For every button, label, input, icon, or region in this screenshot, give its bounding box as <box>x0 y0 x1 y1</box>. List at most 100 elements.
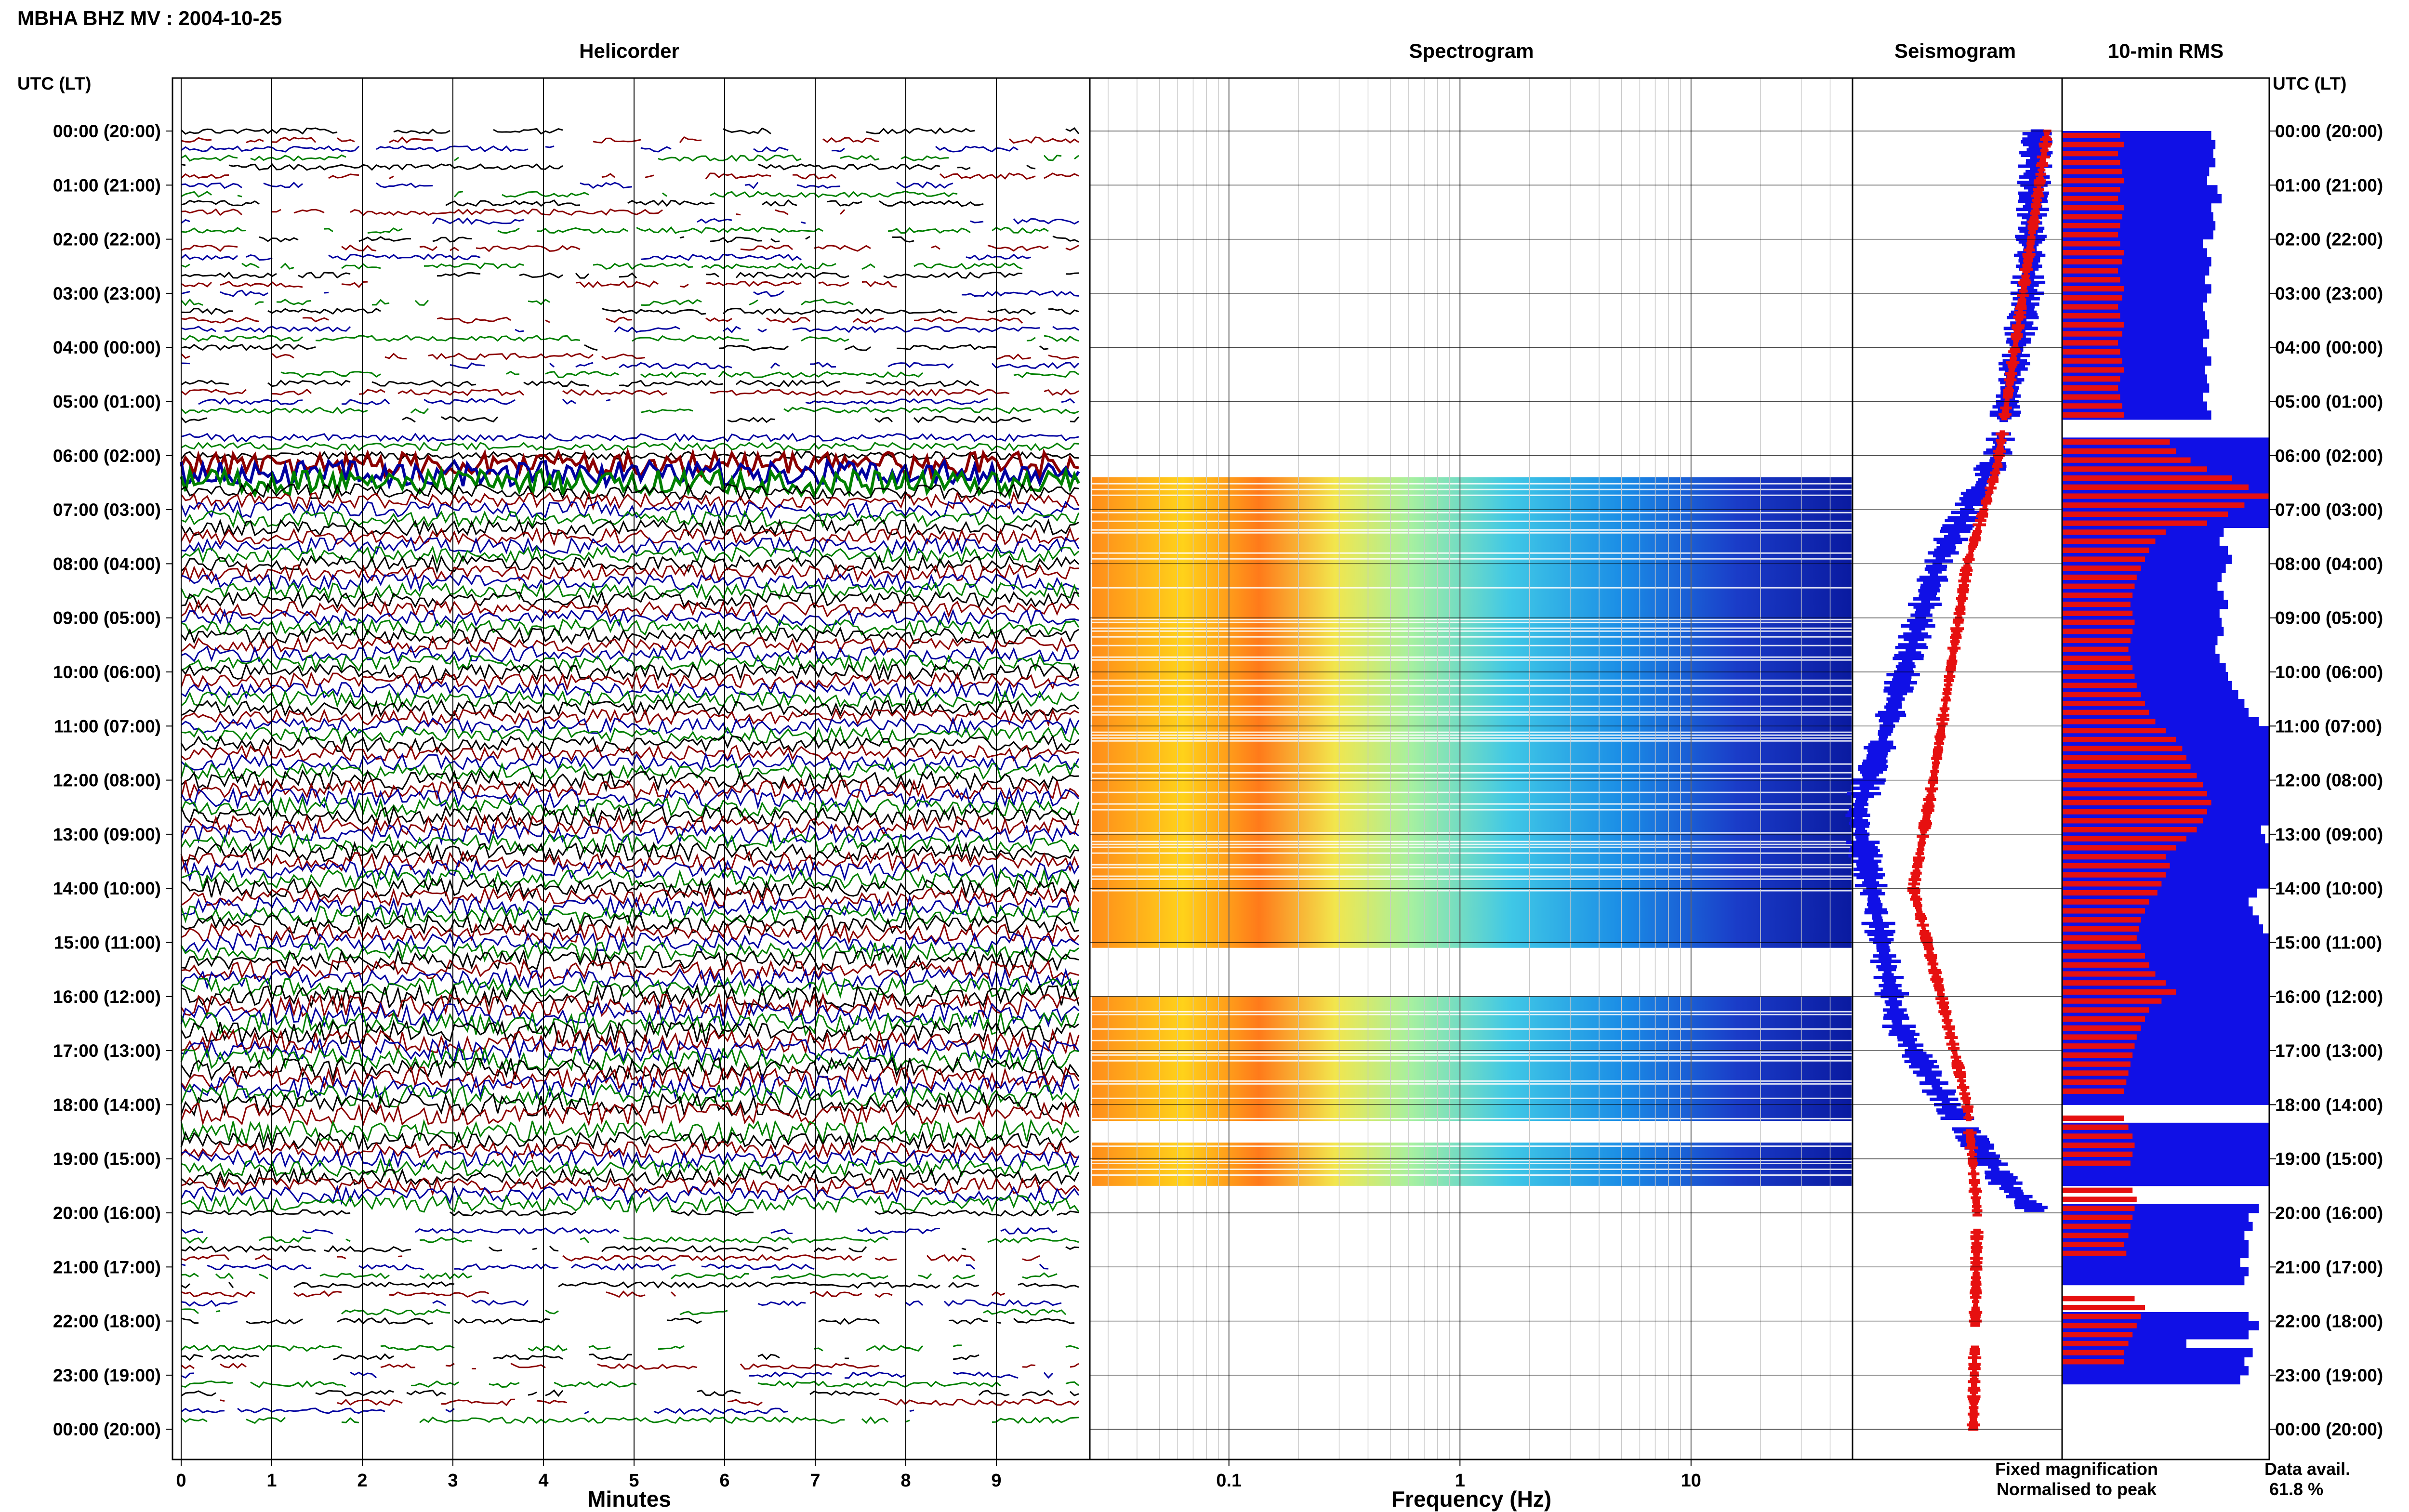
rms-bar-normalised <box>2062 304 2118 310</box>
rms-bar-normalised <box>2062 1025 2141 1031</box>
hour-label-left: 21:00 (17:00) <box>53 1257 161 1277</box>
rms-bar-normalised <box>2062 800 2211 806</box>
spectrogram-panel <box>1092 78 1853 1459</box>
hour-label-right: 16:00 (12:00) <box>2275 987 2383 1007</box>
spectrogram-gap-stripe <box>1092 512 1852 513</box>
rms-bar-normalised <box>2062 592 2133 598</box>
helicorder-trace <box>181 1272 1058 1280</box>
spectrogram-gap-stripe <box>1092 529 1852 531</box>
rms-bar-normalised <box>2062 1250 2127 1256</box>
spectrogram-gap-stripe <box>1092 809 1852 811</box>
hour-label-right: 09:00 (05:00) <box>2275 608 2383 628</box>
spectrogram-gap-stripe <box>1092 763 1852 765</box>
helicorder-trace <box>181 1281 1079 1289</box>
rms-bar-normalised <box>2062 700 2145 707</box>
spectrogram-gap-stripe <box>1092 841 1852 842</box>
spectrogram-gap-stripe <box>1092 843 1852 845</box>
spectrogram-gap-stripe <box>1092 791 1852 793</box>
hour-label-left: 12:00 (08:00) <box>53 771 161 790</box>
helicorder-trace <box>180 832 1080 854</box>
spectrogram-gap-stripe <box>1092 1013 1852 1015</box>
spectrogram-gap-stripe <box>1092 1051 1852 1053</box>
helicorder-trace <box>181 1193 1080 1214</box>
helicorder-trace <box>181 483 1079 501</box>
spectrogram-gap-stripe <box>1092 772 1852 774</box>
rms-bar-normalised <box>2062 1332 2133 1338</box>
rms-bar-normalised <box>2062 782 2203 788</box>
rms-bar-normalised <box>2062 673 2135 679</box>
helicorder-trace <box>181 244 1079 252</box>
helicorder-trace <box>181 181 953 189</box>
rms-bar-normalised <box>2062 151 2118 157</box>
rms-bar-normalised <box>2062 809 2207 815</box>
data-availability-value: 61.8 % <box>2269 1479 2323 1499</box>
rms-bar-normalised <box>2062 313 2120 319</box>
helicorder-trace <box>181 1148 1080 1169</box>
helicorder-trace <box>181 814 1080 836</box>
spectrogram-gap-stripe <box>1092 685 1852 687</box>
rms-bar-normalised <box>2062 475 2232 481</box>
helicorder-trace <box>180 500 1079 519</box>
frequency-axis-label: Frequency (Hz) <box>1391 1486 1551 1512</box>
rms-bar-normalised <box>2062 872 2166 878</box>
rms-bar-normalised <box>2062 394 2120 400</box>
hour-label-right: 05:00 (01:00) <box>2275 392 2383 412</box>
minute-tick-label: 8 <box>900 1471 911 1491</box>
minute-tick-label: 2 <box>357 1471 367 1491</box>
rms-bar-normalised <box>2062 159 2120 166</box>
rms-bar-normalised <box>2062 1233 2129 1238</box>
helicorder-trace <box>181 1175 1080 1196</box>
helicorder-trace <box>181 380 979 387</box>
helicorder-trace <box>180 1073 1080 1101</box>
rms-bar-normalised <box>2062 439 2170 445</box>
minute-tick-label: 1 <box>266 1471 277 1491</box>
rms-bar-normalised <box>2062 466 2207 472</box>
spectrogram-gap-stripe <box>1092 1097 1852 1099</box>
helicorder-trace <box>181 680 1079 699</box>
helicorder-trace <box>181 1209 1079 1217</box>
helicorder-trace <box>180 822 1079 846</box>
minute-tick-label: 7 <box>810 1471 820 1491</box>
helicorder-trace <box>181 618 1080 637</box>
spectrogram-gap-stripe <box>1092 1011 1852 1012</box>
rms-bar-normalised <box>2062 412 2124 418</box>
helicorder-trace <box>181 599 1080 618</box>
rms-bar-normalised <box>2062 899 2149 905</box>
helicorder-trace <box>181 959 1079 981</box>
helicorder-trace <box>181 307 1079 315</box>
helicorder-trace <box>180 1131 1079 1152</box>
rms-bar-normalised <box>2062 719 2156 724</box>
helicorder-trace <box>180 777 1080 801</box>
rms-bar-normalised <box>2062 1079 2127 1085</box>
spectrogram-gap-stripe <box>1092 621 1852 623</box>
rms-bar-normalised <box>2062 1016 2145 1022</box>
rms-bar-fixed <box>2062 1375 2240 1385</box>
helicorder-trace <box>180 1082 1080 1109</box>
helicorder-trace <box>181 913 1079 936</box>
rms-bar-normalised <box>2062 448 2176 454</box>
hour-label-right: 15:00 (11:00) <box>2275 933 2382 953</box>
helicorder-trace <box>180 1344 1079 1352</box>
helicorder-trace <box>181 361 1080 369</box>
rms-bar-normalised <box>2062 1034 2137 1040</box>
rms-bar-normalised <box>2062 944 2141 950</box>
rms-bar-normalised <box>2062 998 2162 1004</box>
hour-label-left: 05:00 (01:00) <box>53 392 161 412</box>
rms-bar-normalised <box>2062 1323 2137 1328</box>
rms-bar-normalised <box>2062 556 2145 562</box>
rms-bar-normalised <box>2062 169 2122 174</box>
rms-bar-normalised <box>2062 205 2124 210</box>
hour-label-left: 09:00 (05:00) <box>53 608 161 628</box>
hour-label-right: 12:00 (08:00) <box>2275 771 2383 790</box>
helicorder-trace <box>181 271 1079 279</box>
legend-fixed-magnification: Fixed magnification <box>1995 1459 2158 1479</box>
helicorder-trace <box>180 850 1080 873</box>
rms-bar-normalised <box>2062 403 2122 409</box>
spectrogram-gap-stripe <box>1092 1118 1852 1119</box>
spectrogram-gap-stripe <box>1092 1054 1852 1056</box>
spectrogram-gap-stripe <box>1092 890 1852 892</box>
rms-bar-normalised <box>2062 989 2176 995</box>
helicorder-trace <box>181 326 1079 333</box>
spectrogram-gap-stripe <box>1092 803 1852 805</box>
hour-label-right: 22:00 (18:00) <box>2275 1312 2383 1331</box>
